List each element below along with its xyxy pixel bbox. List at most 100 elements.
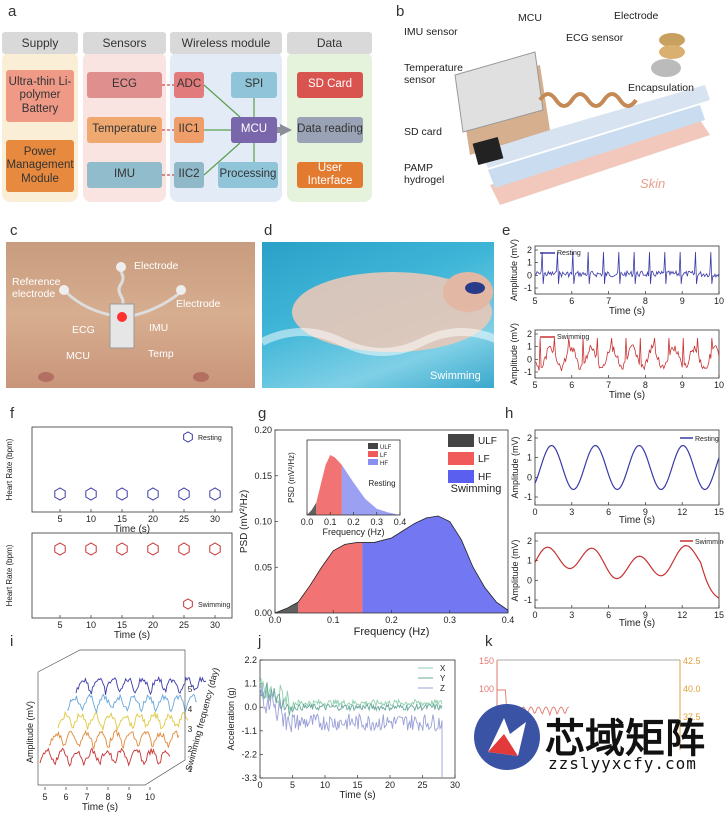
- label-sd-card: SD card: [404, 126, 442, 138]
- wave-x-label: 3: [569, 507, 574, 517]
- i-ylabel: Amplitude (mV): [25, 701, 35, 763]
- heart-rate-point: [178, 487, 190, 501]
- ecg-x-label: 10: [714, 296, 724, 306]
- accel-legend-label: Z: [440, 684, 445, 693]
- hr-x-label: 30: [210, 514, 220, 524]
- psd-legend-swatch: [448, 470, 474, 483]
- hr-x-label: 15: [117, 620, 127, 630]
- heart-rate-point: [147, 487, 159, 501]
- i-x-label: 5: [42, 792, 47, 802]
- inset-band: [316, 455, 342, 515]
- spi-block: SPI: [231, 72, 277, 98]
- wave-y-label: 2: [527, 536, 532, 546]
- serpentine-interconnect: [538, 92, 638, 108]
- column-header-supply: Supply: [2, 32, 78, 54]
- power-management-block: Power Management Module: [6, 140, 74, 192]
- ecg-y-label: -1: [524, 283, 532, 293]
- k-left-tick-label: 100: [479, 684, 494, 694]
- accel-y-label: 2.2: [244, 655, 257, 665]
- psd-y-label: 0.10: [254, 517, 272, 527]
- hr-x-label: 25: [179, 514, 189, 524]
- skin-layer: [490, 120, 710, 205]
- ecg-y-label: 1: [527, 342, 532, 352]
- chest-photo: Electrode Reference electrode Electrode …: [6, 242, 255, 388]
- ecg-y-label: 0: [527, 270, 532, 280]
- inset-xlabel: Frequency (Hz): [322, 527, 384, 537]
- accel-trace-Y: [259, 682, 443, 716]
- i-z-label: 1: [188, 765, 193, 774]
- exploded-illustration: Skin: [454, 33, 710, 205]
- inset-legend-label: ULF: [380, 445, 392, 451]
- wave-y-label: 0: [527, 472, 532, 482]
- hr-legend-label: Resting: [198, 435, 222, 442]
- iic1-block: IIC1: [174, 117, 204, 143]
- inset-title: Resting: [368, 479, 395, 488]
- inset-band: [341, 465, 400, 515]
- k-right-tick-label: 40.0: [683, 684, 701, 694]
- heart-rate-point: [209, 487, 221, 501]
- inset-legend-swatch: [368, 451, 378, 457]
- wave-x-label: 9: [643, 507, 648, 517]
- hr-x-label: 20: [148, 620, 158, 630]
- wave-x-label: 9: [643, 610, 648, 620]
- hr-xlabel: Time (s): [114, 524, 150, 535]
- inset-x-label: 0.0: [301, 517, 314, 527]
- wave-y-label: -1: [524, 595, 532, 605]
- i-x-label: 7: [84, 792, 89, 802]
- heart-rate-point: [178, 542, 190, 556]
- inset-legend-label: HF: [380, 461, 388, 467]
- inset-legend-swatch: [368, 443, 378, 449]
- ecg-x-label: 7: [606, 380, 611, 390]
- psd-y-label: 0.15: [254, 471, 272, 481]
- adc-block: ADC: [174, 72, 204, 98]
- hr-ylabel: Heart Rate (bpm): [5, 438, 14, 500]
- wave-x-label: 6: [606, 507, 611, 517]
- accel-x-label: 30: [450, 780, 460, 790]
- heart-rate-point: [209, 542, 221, 556]
- panel-letter-d: d: [264, 222, 273, 239]
- accel-trace-X: [259, 678, 443, 711]
- wave-x-label: 6: [606, 610, 611, 620]
- ecg-wave-frame-0: [534, 429, 720, 506]
- ecg-y-label: -1: [524, 367, 532, 377]
- accel-legend-label: Y: [440, 674, 446, 683]
- heart-rate-point: [54, 487, 66, 501]
- ecg-x-label: 5: [532, 380, 537, 390]
- ecg-y-label: 2: [527, 329, 532, 339]
- swimming-photo: Swimming: [262, 242, 494, 388]
- column-header-wireless: Wireless module: [170, 32, 282, 54]
- inset-x-label: 0.4: [394, 517, 407, 527]
- psd-band-ULF: [275, 602, 299, 613]
- wave-x-label: 3: [569, 610, 574, 620]
- psd-x-label: 0.2: [385, 615, 398, 625]
- i-x-label: 8: [105, 792, 110, 802]
- label-imu-sensor: IMU sensor: [404, 26, 458, 38]
- wave-xlabel: Time (s): [619, 618, 655, 629]
- data-reading-block: Data reading: [297, 117, 363, 143]
- k-left-tick-label: 150: [479, 656, 494, 666]
- watermark-url: zzslyyxcfy.com: [548, 754, 697, 773]
- panel-letter-e: e: [502, 222, 511, 239]
- wave-y-label: 2: [527, 433, 532, 443]
- column-header-sensors: Sensors: [83, 32, 166, 54]
- wave-ylabel: Amplitude (mV): [510, 539, 520, 601]
- encapsulation-layer: [480, 85, 710, 168]
- psd-band-LF: [298, 542, 363, 613]
- ecg-legend-label: Swimming: [557, 334, 589, 341]
- wave-legend-label: Resting: [695, 436, 719, 443]
- hr-legend-marker: [183, 431, 193, 443]
- wave-y-label: 0: [527, 575, 532, 585]
- sd-card-chip: [472, 137, 504, 165]
- wave-trace-1: [534, 545, 720, 599]
- panel-letter-b: b: [396, 3, 405, 20]
- ecg-ylabel: Amplitude (mV): [509, 323, 519, 385]
- chest-label-electrode-right: Electrode: [176, 298, 221, 310]
- wave-ylabel: Amplitude (mV): [510, 436, 520, 498]
- hydrogel-layer: [488, 105, 705, 188]
- heart-rate-point: [85, 542, 97, 556]
- panel-letter-h: h: [505, 405, 514, 422]
- wave-x-label: 12: [677, 610, 687, 620]
- pcb-layer: [454, 51, 544, 133]
- k-right-tick-label: 42.5: [683, 656, 701, 666]
- i-x-label: 10: [145, 792, 155, 802]
